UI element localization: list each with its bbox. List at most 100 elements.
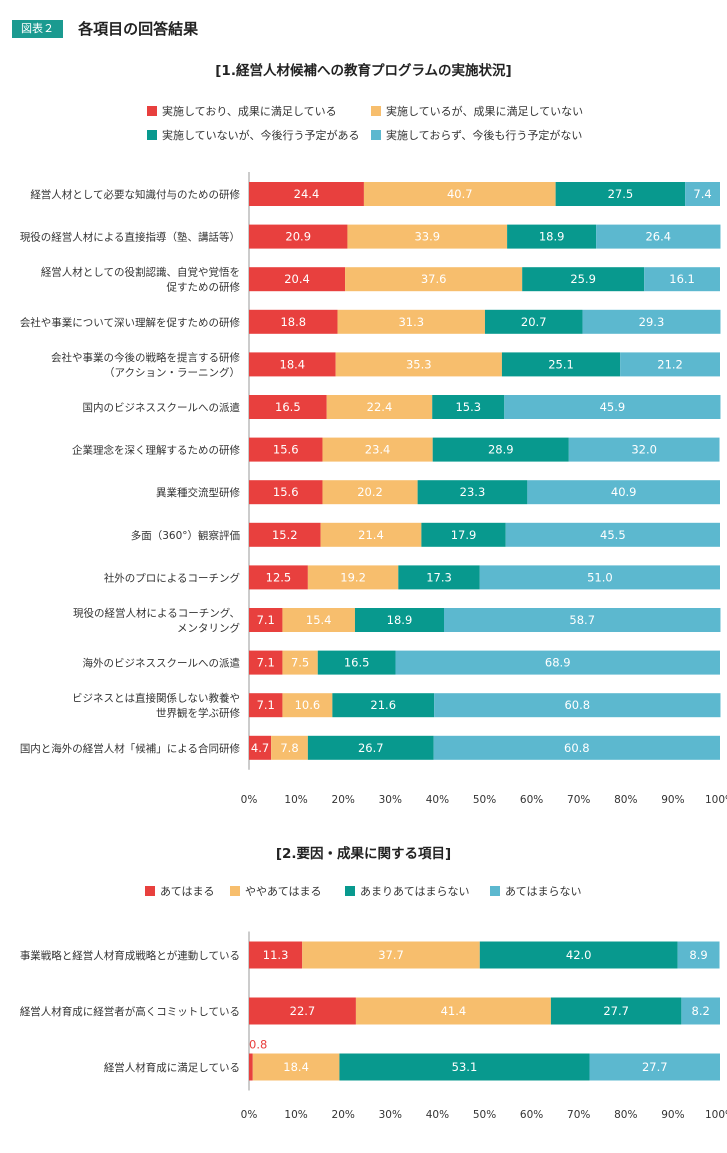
category-label: ビジネスとは直接関係しない教養や [72, 692, 240, 705]
x-tick-label: 60% [520, 1109, 543, 1121]
chart-title: [1.経営人材候補への教育プログラムの実施状況] [215, 62, 511, 79]
legend-label: 実施しておらず、今後も行う予定がない [386, 128, 582, 142]
value-label: 37.7 [378, 948, 404, 962]
value-label: 37.6 [421, 272, 447, 286]
value-label: 27.5 [608, 187, 634, 201]
value-label: 21.6 [370, 698, 396, 712]
bar-segment [620, 352, 720, 377]
x-tick-label: 30% [379, 794, 402, 806]
value-label: 0.8 [249, 1038, 267, 1052]
value-label: 12.5 [266, 570, 292, 584]
value-label: 42.0 [566, 948, 592, 962]
value-label: 16.1 [669, 272, 695, 286]
bar-segment [347, 224, 508, 249]
bar-segment [398, 565, 480, 590]
value-label: 8.9 [689, 948, 707, 962]
value-label: 20.9 [285, 230, 311, 244]
bar-segment [249, 1053, 253, 1081]
value-label: 17.9 [451, 528, 477, 542]
bar-segment [271, 735, 308, 760]
x-tick-label: 90% [661, 1109, 684, 1121]
bar-segment [504, 395, 721, 419]
x-tick-label: 70% [567, 1109, 590, 1121]
value-label: 31.3 [398, 315, 424, 329]
bar-segment [432, 437, 569, 462]
value-label: 60.8 [564, 741, 590, 755]
bar-segment [507, 224, 597, 249]
bar-segment [596, 224, 721, 249]
bar-segment [249, 941, 303, 969]
bar-segment [249, 565, 308, 590]
bar-segment [249, 352, 336, 377]
bar-segment [555, 182, 686, 206]
value-label: 18.4 [283, 1060, 309, 1074]
x-tick-label: 100% [705, 1109, 727, 1121]
value-label: 58.7 [569, 613, 595, 627]
legend-label: 実施しているが、成果に満足していない [386, 104, 583, 118]
x-tick-label: 20% [332, 794, 355, 806]
value-label: 16.5 [275, 400, 301, 414]
bar-segment [421, 522, 506, 547]
bar-segment [249, 522, 321, 547]
category-label: 企業理念を深く理解するための研修 [72, 444, 240, 457]
value-label: 24.4 [294, 187, 320, 201]
category-label: 会社や事業の今後の戦略を提言する研修 [51, 351, 240, 364]
bar-segment [363, 182, 556, 206]
category-label: 現役の経営人材による直接指導（塾、講話等） [20, 231, 240, 244]
bar-segment [527, 480, 720, 505]
bar-segment [434, 693, 721, 718]
bar-segment [479, 941, 678, 969]
category-label: 国内と海外の経営人材「候補」による合同研修 [20, 742, 241, 755]
legend-swatch [371, 106, 381, 116]
x-tick-label: 0% [241, 794, 258, 806]
bar-segment [484, 309, 583, 334]
bar-segment [432, 395, 505, 419]
value-label: 23.3 [460, 485, 486, 499]
legend-swatch [345, 886, 355, 896]
category-label: 経営人材育成に経営者が高くコミットしている [20, 1005, 240, 1018]
bar-segment [685, 182, 720, 206]
category-label: 事業戦略と経営人材育成戦略とが連動している [20, 949, 240, 962]
bar-segment [345, 267, 523, 292]
bar-segment [249, 480, 323, 505]
bar-segment [443, 608, 721, 632]
value-label: 15.6 [273, 443, 299, 457]
bar-segment [568, 437, 720, 462]
legend-label: あてはまらない [505, 885, 582, 898]
legend-swatch [490, 886, 500, 896]
value-label: 45.9 [600, 400, 626, 414]
value-label: 15.4 [306, 613, 332, 627]
bar-segment [249, 182, 364, 206]
figure-tag: 図表２ [12, 19, 63, 38]
legend-swatch [147, 130, 157, 140]
value-label: 4.7 [251, 741, 269, 755]
category-label: 社外のプロによるコーチング [104, 571, 241, 584]
bar-segment [307, 565, 399, 590]
value-label: 27.7 [603, 1004, 629, 1018]
bar-segment [335, 352, 502, 377]
value-label: 35.3 [406, 357, 432, 371]
bar-segment [249, 650, 283, 675]
value-label: 7.1 [257, 656, 275, 670]
x-tick-label: 20% [332, 1109, 355, 1121]
bar-segment [249, 735, 272, 760]
value-label: 18.9 [539, 230, 565, 244]
x-tick-label: 30% [379, 1109, 402, 1121]
x-tick-label: 100% [705, 794, 727, 806]
bar-segment [249, 437, 323, 462]
value-label: 20.7 [521, 315, 547, 329]
x-tick-label: 60% [520, 794, 543, 806]
value-label: 23.4 [365, 443, 391, 457]
bar-segment [320, 522, 422, 547]
value-label: 15.3 [455, 400, 481, 414]
bar-segment [282, 693, 333, 718]
category-label: 会社や事業について深い理解を促すための研修 [20, 316, 241, 329]
value-label: 15.6 [273, 485, 299, 499]
category-label: 多面（360°）観察評価 [131, 529, 240, 542]
bar-segment [249, 224, 348, 249]
bar-segment [249, 693, 283, 718]
legend-label: ややあてはまる [245, 885, 322, 898]
category-label: 現役の経営人材によるコーチング、 [73, 607, 240, 620]
bar-segment [307, 735, 434, 760]
